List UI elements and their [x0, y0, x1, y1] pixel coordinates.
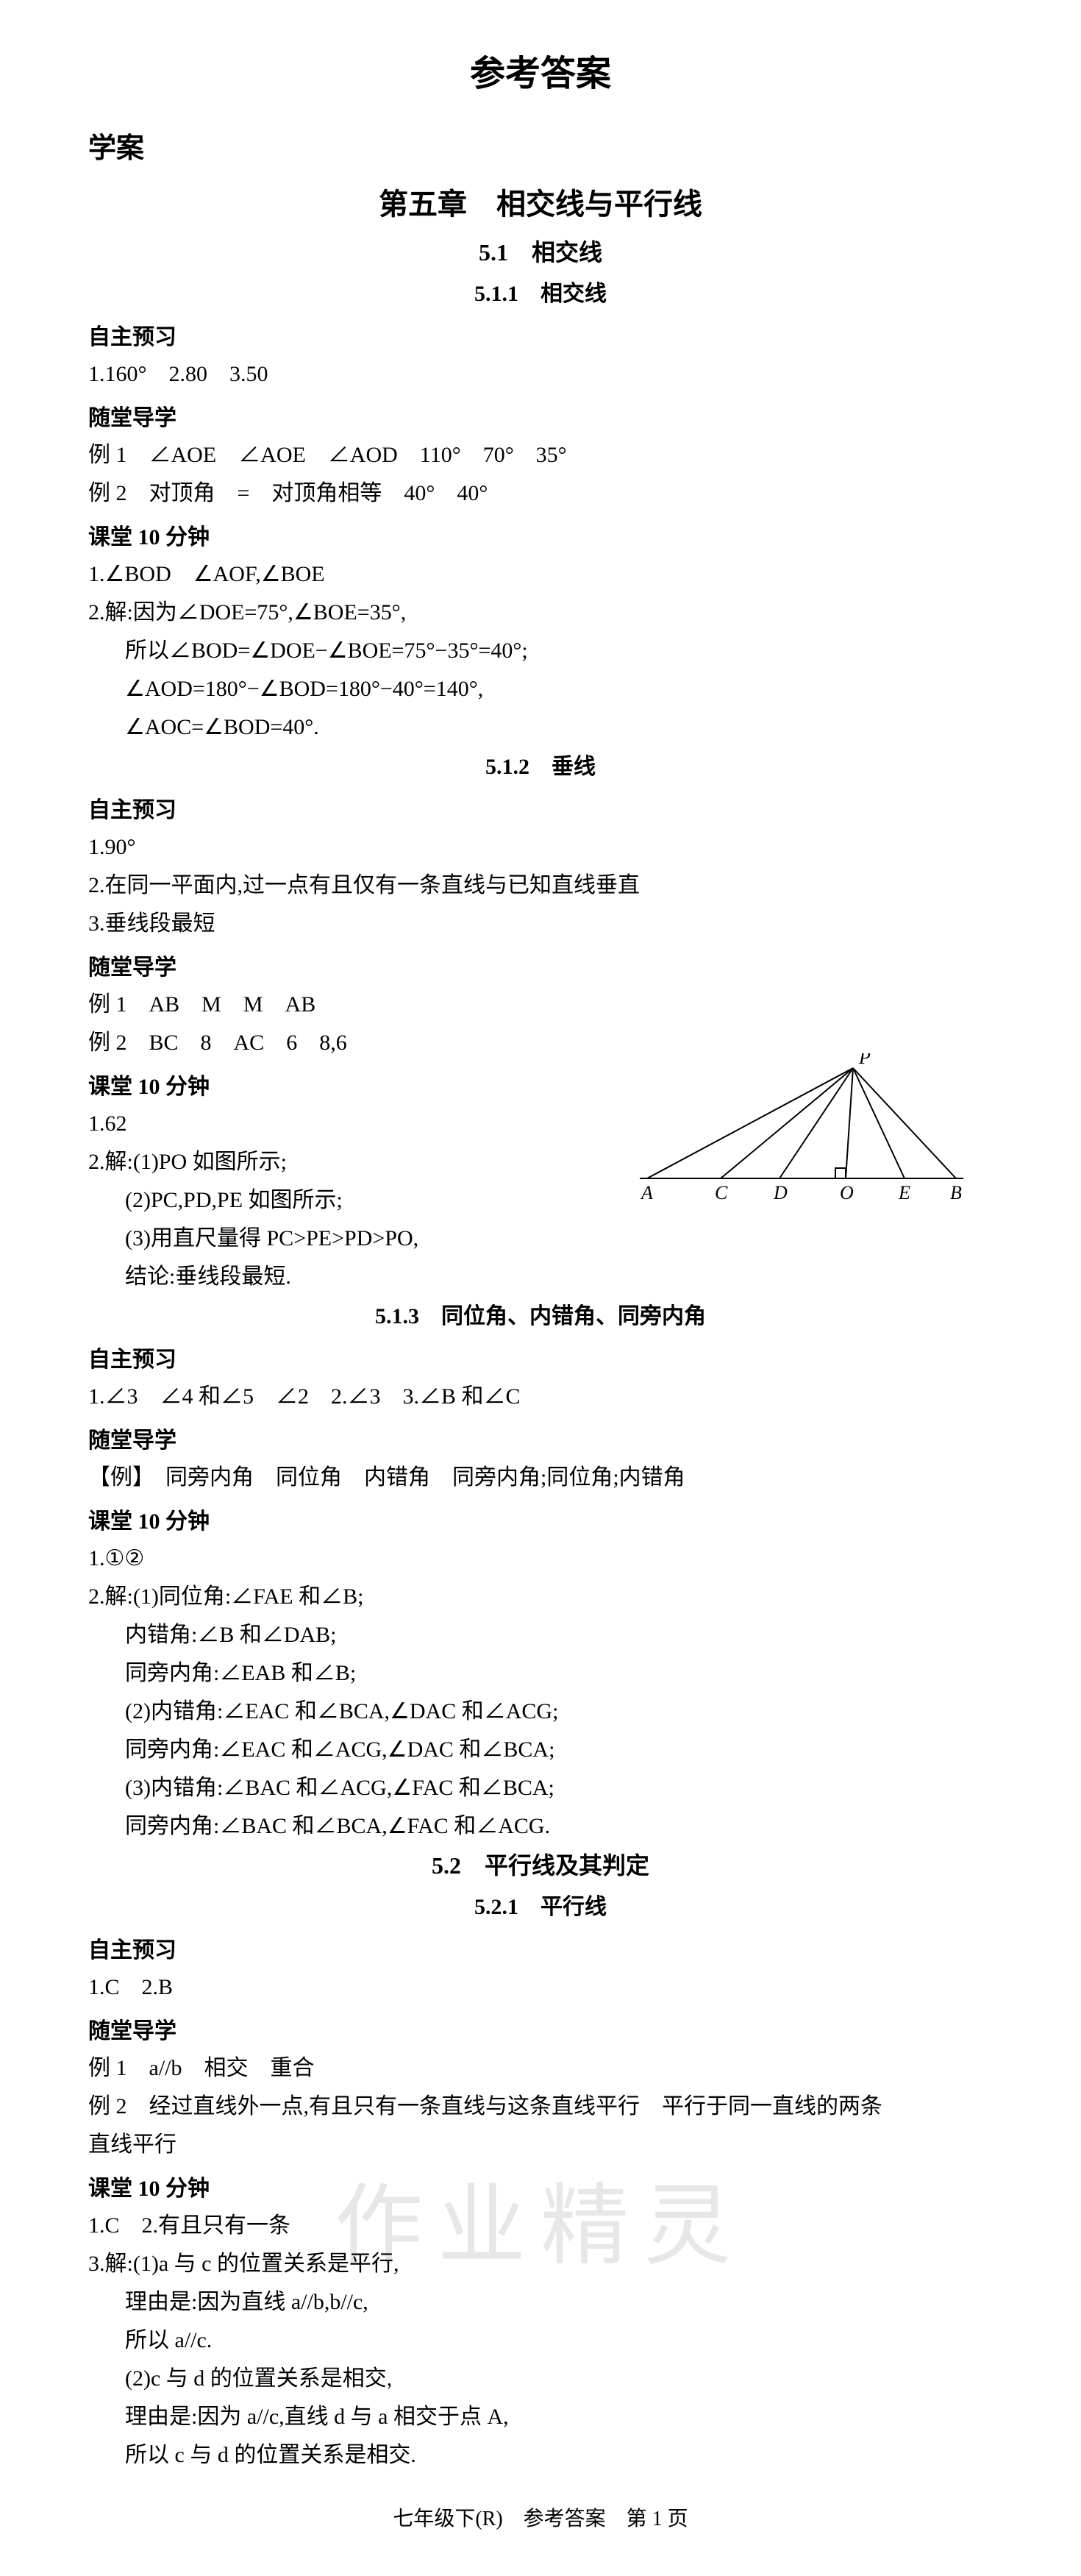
- content-line: 3.垂线段最短: [88, 906, 993, 942]
- class-heading: 课堂 10 分钟: [88, 2170, 993, 2202]
- content-line: 所以 c 与 d 的位置关系是相交.: [88, 2438, 993, 2473]
- content-line: (2)内错角:∠EAC 和∠BCA,∠DAC 和∠ACG;: [88, 1694, 993, 1729]
- chapter-title: 第五章 相交线与平行线: [88, 180, 993, 223]
- section-5-1-2-title: 5.1.2 垂线: [88, 748, 993, 780]
- content-line: 例 1 AB M M AB: [88, 987, 993, 1022]
- content-line: 同旁内角:∠BAC 和∠BCA,∠FAC 和∠ACG.: [88, 1809, 993, 1844]
- diagram-svg: P A C D O E B: [625, 1053, 978, 1200]
- content-line: 1.C 2.有且只有一条: [88, 2208, 993, 2244]
- class-heading: 课堂 10 分钟: [88, 1503, 993, 1535]
- content-line: 结论:垂线段最短.: [88, 1259, 993, 1295]
- content-line: 直线平行: [88, 2127, 993, 2163]
- content-line: 同旁内角:∠EAB 和∠B;: [88, 1656, 993, 1691]
- content-line: 例 1 ∠AOE ∠AOE ∠AOD 110° 70° 35°: [88, 438, 993, 473]
- svg-text:B: B: [950, 1182, 962, 1200]
- guide-heading: 随堂导学: [88, 399, 993, 432]
- guide-heading: 随堂导学: [88, 2013, 993, 2045]
- content-line: ∠AOD=180°−∠BOD=180°−40°=140°,: [88, 672, 993, 707]
- content-line: 2.解:因为∠DOE=75°,∠BOE=35°,: [88, 595, 993, 630]
- content-line: 1.①②: [88, 1541, 993, 1576]
- content-line: (2)c 与 d 的位置关系是相交,: [88, 2361, 993, 2397]
- content-line: 1.∠3 ∠4 和∠5 ∠2 2.∠3 3.∠B 和∠C: [88, 1379, 993, 1415]
- content-line: 所以∠BOD=∠DOE−∠BOE=75°−35°=40°;: [88, 633, 993, 669]
- class-heading: 课堂 10 分钟: [88, 519, 993, 551]
- svg-text:P: P: [858, 1053, 871, 1068]
- content-line: 同旁内角:∠EAC 和∠ACG,∠DAC 和∠BCA;: [88, 1732, 993, 1768]
- section-5-2-title: 5.2 平行线及其判定: [88, 1847, 993, 1881]
- content-line: 1.160° 2.80 3.50: [88, 357, 993, 392]
- page-footer: 七年级下(R) 参考答案 第 1 页: [88, 2502, 993, 2532]
- content-line: 例 2 经过直线外一点,有且只有一条直线与这条直线平行 平行于同一直线的两条: [88, 2089, 993, 2124]
- content-line: 所以 a//c.: [88, 2323, 993, 2358]
- preview-heading: 自主预习: [88, 1932, 993, 1964]
- svg-text:D: D: [773, 1182, 788, 1200]
- svg-text:C: C: [715, 1182, 728, 1200]
- content-line: 2.解:(1)同位角:∠FAE 和∠B;: [88, 1579, 993, 1615]
- content-line: 【例】 同旁内角 同位角 内错角 同旁内角;同位角;内错角: [88, 1460, 993, 1495]
- content-line: 1.90°: [88, 830, 993, 865]
- section-5-2-1-title: 5.2.1 平行线: [88, 1888, 993, 1921]
- content-line: (3)用直尺量得 PC>PE>PD>PO,: [88, 1221, 993, 1256]
- section-5-1-1-title: 5.1.1 相交线: [88, 275, 993, 307]
- section-label: 学案: [88, 125, 993, 166]
- svg-text:A: A: [640, 1182, 653, 1200]
- guide-heading: 随堂导学: [88, 949, 993, 981]
- content-line: 内错角:∠B 和∠DAB;: [88, 1618, 993, 1653]
- content-line: 3.解:(1)a 与 c 的位置关系是平行,: [88, 2246, 993, 2282]
- content-line: 1.∠BOD ∠AOF,∠BOE: [88, 557, 993, 592]
- content-line: (3)内错角:∠BAC 和∠ACG,∠FAC 和∠BCA;: [88, 1771, 993, 1806]
- content-line: 理由是:因为直线 a//b,b//c,: [88, 2285, 993, 2320]
- content-line: 2.在同一平面内,过一点有且仅有一条直线与已知直线垂直: [88, 868, 993, 903]
- svg-text:O: O: [840, 1182, 854, 1200]
- preview-heading: 自主预习: [88, 1341, 993, 1373]
- content-line: ∠AOC=∠BOD=40°.: [88, 710, 993, 745]
- guide-heading: 随堂导学: [88, 1422, 993, 1454]
- section-5-1-3-title: 5.1.3 同位角、内错角、同旁内角: [88, 1298, 993, 1330]
- svg-text:E: E: [898, 1182, 910, 1200]
- main-title: 参考答案: [88, 44, 993, 96]
- content-line: 例 1 a//b 相交 重合: [88, 2051, 993, 2086]
- preview-heading: 自主预习: [88, 791, 993, 824]
- preview-heading: 自主预习: [88, 319, 993, 351]
- content-line: 1.C 2.B: [88, 1970, 993, 2005]
- geometry-diagram: P A C D O E B: [625, 1053, 978, 1200]
- section-5-1-title: 5.1 相交线: [88, 234, 993, 268]
- content-line: 例 2 对顶角 = 对顶角相等 40° 40°: [88, 476, 993, 511]
- content-line: 理由是:因为 a//c,直线 d 与 a 相交于点 A,: [88, 2399, 993, 2435]
